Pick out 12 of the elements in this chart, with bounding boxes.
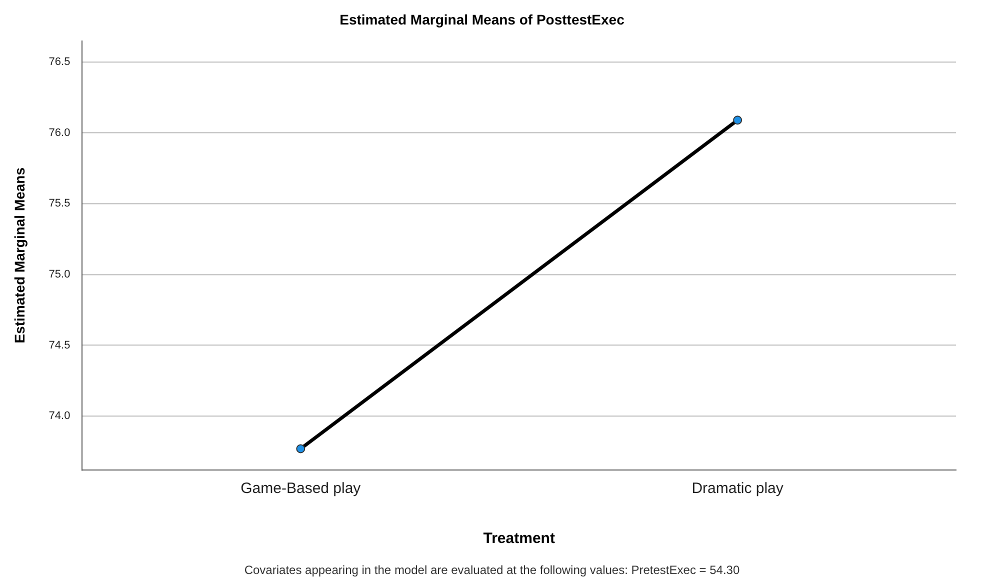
y-tick-label: 74.5 xyxy=(48,339,70,352)
y-tick-label: 75.5 xyxy=(48,198,70,210)
x-tick-label: Game-Based play xyxy=(240,480,362,498)
x-tick-label: Dramatic play xyxy=(692,480,784,498)
y-tick-label: 74.0 xyxy=(48,410,70,422)
y-tick-label: 75.0 xyxy=(48,268,70,281)
chart-title: Estimated Marginal Means of PosttestExec xyxy=(340,11,625,28)
y-axis-title: Estimated Marginal Means xyxy=(11,167,28,344)
y-tick-label: 76.5 xyxy=(48,56,70,68)
text: Covariates appearing in the model are evaluated at the following values: PretestExec = 54.30 xyxy=(244,563,740,577)
y-tick-label: 76.0 xyxy=(48,126,70,139)
x-axis-title: Treatment xyxy=(483,530,555,548)
